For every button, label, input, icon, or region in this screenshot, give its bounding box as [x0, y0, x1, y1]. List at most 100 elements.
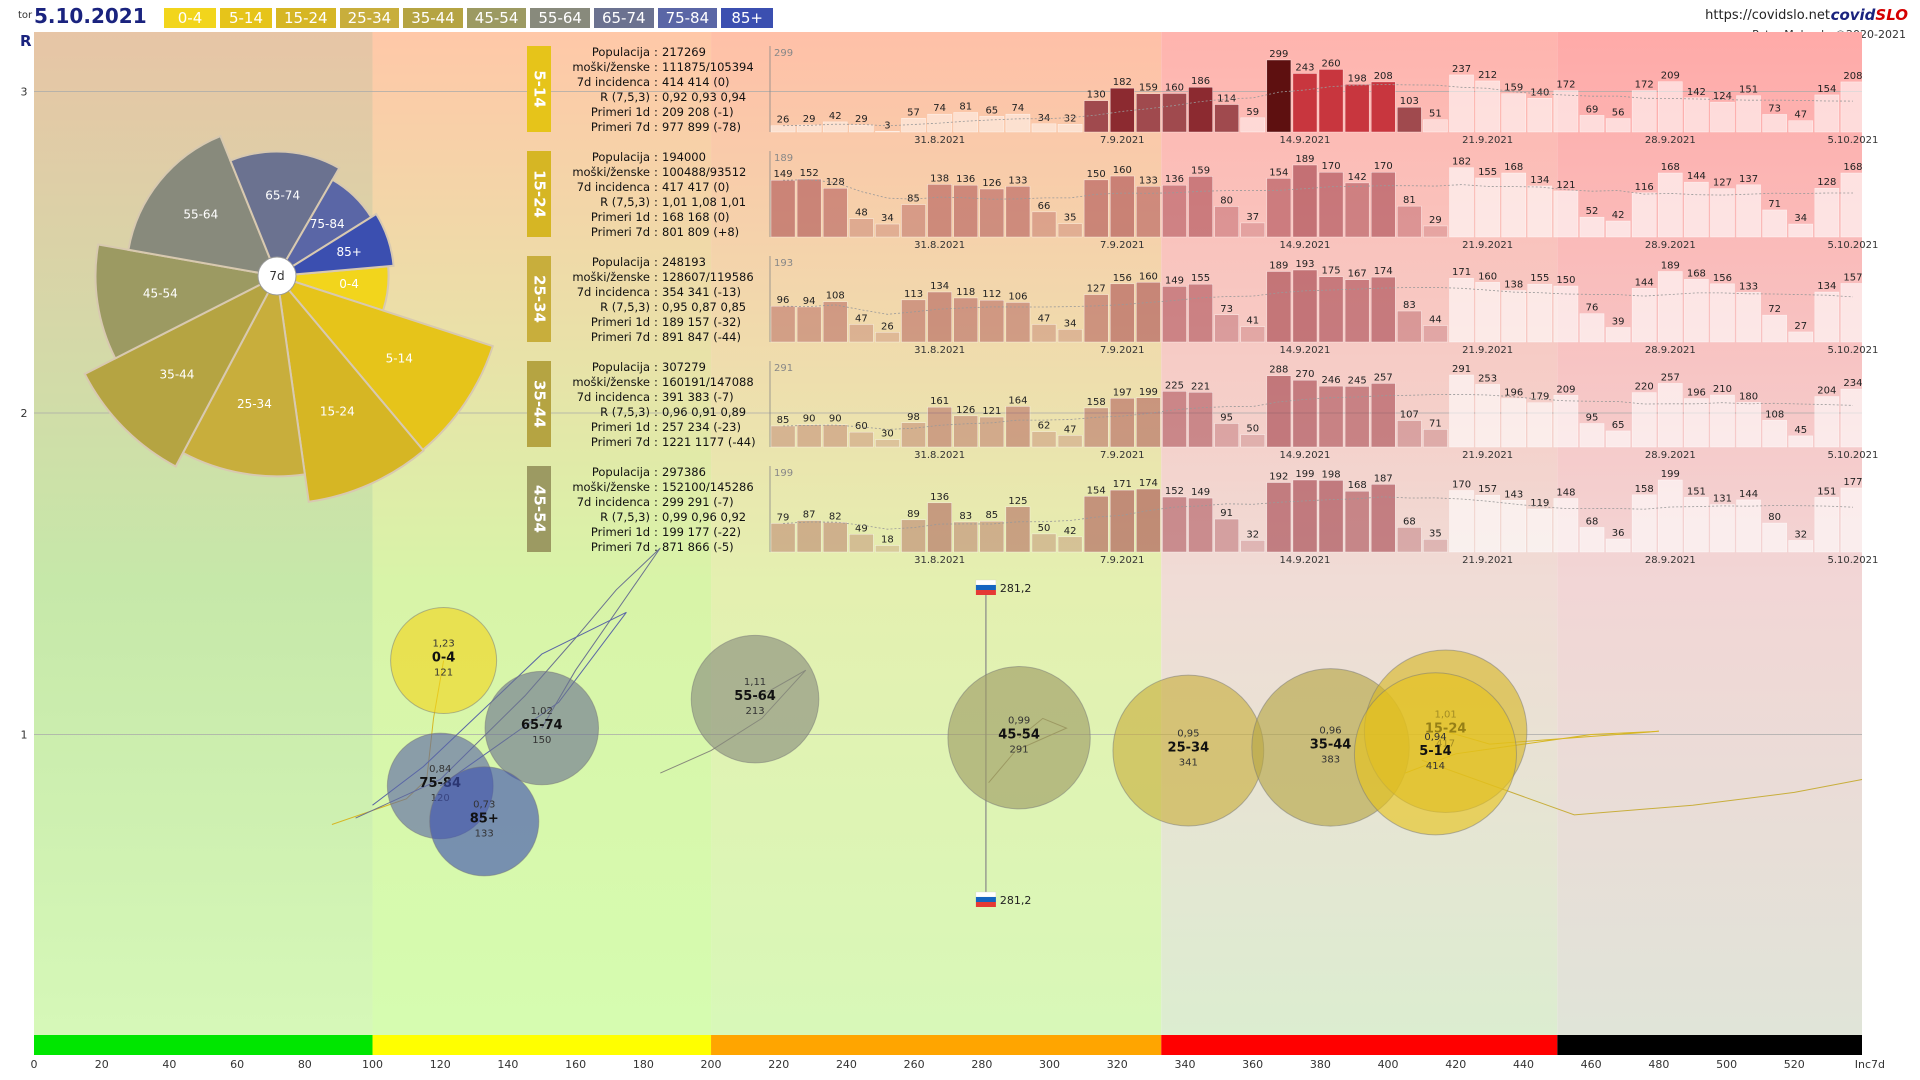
- x-tick-label: 460: [1581, 1058, 1602, 1071]
- date-label: 28.9.2021: [1645, 345, 1696, 356]
- daily-bar: [1553, 395, 1579, 448]
- daily-bar: [927, 502, 952, 553]
- date-label: 21.9.2021: [1462, 135, 1513, 146]
- info-value: 199 177 (-22): [662, 525, 741, 539]
- bar-value-label: 260: [1322, 58, 1341, 69]
- daily-bar: [927, 291, 952, 343]
- info-key: Populacija: [592, 45, 650, 59]
- x-tick-label: 80: [298, 1058, 312, 1071]
- date-label: 7.9.2021: [1100, 555, 1145, 566]
- panel-group-label: 15-24: [531, 170, 549, 218]
- x-tick-label: 380: [1310, 1058, 1331, 1071]
- daily-bar: [1449, 167, 1474, 238]
- daily-bar: [901, 519, 926, 553]
- bar-value-label: 65: [1612, 420, 1625, 431]
- daily-bar: [1005, 302, 1031, 343]
- daily-bar: [1762, 114, 1787, 133]
- bar-value-label: 257: [1374, 372, 1393, 383]
- info-key: Primeri 1d: [591, 105, 650, 119]
- bar-value-label: 90: [803, 414, 816, 425]
- bar-panel-35-44: 291 85 90 90 60 30 98 161 126 121 164 62 47 158 197 199…: [527, 360, 1878, 461]
- daily-bar: [1788, 435, 1814, 448]
- daily-bar: [979, 188, 1005, 238]
- info-key: moški/ženske: [572, 375, 650, 389]
- bar-value-label: 136: [956, 174, 975, 185]
- bar-value-label: 154: [1087, 485, 1106, 496]
- bar-value-label: 197: [1113, 387, 1132, 398]
- info-key: Populacija: [592, 255, 650, 269]
- daily-bar: [1057, 536, 1083, 553]
- bar-value-label: 87: [803, 510, 816, 521]
- daily-bar: [1214, 104, 1239, 133]
- x-tick-label: 120: [430, 1058, 451, 1071]
- daily-bar: [1684, 181, 1709, 238]
- info-key: moški/ženske: [572, 165, 650, 179]
- daily-bar: [979, 116, 1005, 133]
- info-value: 0,99 0,96 0,92: [662, 510, 746, 524]
- info-key: 7d incidenca: [577, 285, 650, 299]
- daily-bar: [1083, 179, 1109, 238]
- daily-bar: [979, 520, 1005, 553]
- bar-value-label: 199: [1661, 469, 1680, 480]
- panel-group-label: 5-14: [531, 70, 549, 108]
- risk-band: [34, 1035, 373, 1055]
- bar-value-label: 131: [1713, 494, 1732, 505]
- x-tick-label: 360: [1242, 1058, 1263, 1071]
- daily-bar: [1475, 494, 1500, 553]
- info-key: moški/ženske: [572, 60, 650, 74]
- daily-bar: [1501, 398, 1527, 448]
- r-axis-title: R: [20, 32, 32, 50]
- bar-value-label: 50: [1246, 424, 1259, 435]
- bar-value-label: 90: [829, 414, 842, 425]
- daily-bar: [1109, 489, 1135, 553]
- daily-bar: [1605, 118, 1631, 133]
- bar-value-label: 126: [982, 178, 1001, 189]
- info-value: 417 417 (0): [662, 180, 730, 194]
- bar-value-label: 257: [1661, 372, 1680, 383]
- bar-value-label: 152: [800, 168, 819, 179]
- daily-bar: [1475, 282, 1500, 343]
- bar-value-label: 220: [1635, 382, 1654, 393]
- date-label: 7.9.2021: [1100, 135, 1145, 146]
- reference-label: 281,2: [1000, 894, 1032, 907]
- bar-value-label: 172: [1556, 80, 1575, 91]
- daily-bar: [979, 299, 1005, 343]
- daily-bar: [1501, 500, 1527, 553]
- daily-bar: [1057, 435, 1083, 448]
- date-label: 5.10.2021: [1827, 555, 1878, 566]
- bar-value-label: 127: [1087, 284, 1106, 295]
- bar-value-label: 95: [1586, 412, 1599, 423]
- daily-bar: [1814, 396, 1840, 448]
- daily-bar: [1579, 527, 1605, 553]
- bar-value-label: 154: [1817, 84, 1836, 95]
- info-value: 354 341 (-13): [662, 285, 741, 299]
- bar-value-label: 150: [1087, 169, 1106, 180]
- info-key: R (7,5,3): [600, 300, 650, 314]
- bar-value-label: 198: [1322, 469, 1341, 480]
- daily-bar: [1370, 276, 1396, 343]
- daily-bar: [1553, 498, 1579, 553]
- rose-slice-85+: [276, 212, 395, 277]
- site-url-link[interactable]: https://covidslo.net: [1705, 8, 1830, 23]
- daily-bar: [1397, 420, 1422, 448]
- daily-bar: [1136, 282, 1161, 343]
- daily-bar: [1136, 488, 1161, 553]
- daily-bar: [1840, 487, 1866, 553]
- bar-value-label: 18: [881, 534, 894, 545]
- info-value: 871 866 (-5): [662, 540, 734, 554]
- daily-bar: [1657, 271, 1683, 343]
- bar-value-label: 234: [1843, 378, 1862, 389]
- x-tick-label: 60: [230, 1058, 244, 1071]
- info-key: Populacija: [592, 360, 650, 374]
- date-label: 31.8.2021: [914, 240, 965, 251]
- rose-slice-label: 55-64: [183, 207, 218, 221]
- daily-bar: [1266, 59, 1292, 133]
- daily-bar: [901, 204, 926, 238]
- bar-value-label: 150: [1556, 275, 1575, 286]
- rose-slice-label: 65-74: [265, 188, 300, 202]
- bar-value-label: 80: [1768, 512, 1781, 523]
- daily-bar: [1005, 506, 1031, 553]
- bar-value-label: 106: [1008, 291, 1027, 302]
